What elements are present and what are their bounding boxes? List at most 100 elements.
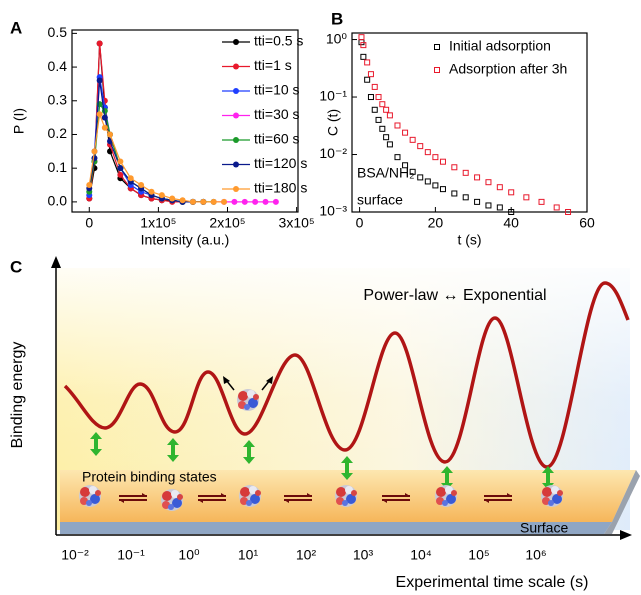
- y-arrow: [51, 256, 61, 268]
- x-tick-label: 1x10⁵: [140, 215, 176, 231]
- point: [101, 124, 108, 131]
- point: [179, 197, 186, 204]
- point: [117, 165, 124, 172]
- x-tick-label: 20: [428, 215, 444, 231]
- panel-label: C: [10, 257, 22, 276]
- surface-edge: [60, 522, 612, 534]
- legend-label: tti=180 s: [254, 180, 307, 196]
- annotation: BSA/NH₂: [357, 165, 415, 181]
- point: [451, 190, 458, 197]
- states-label: Protein binding states: [82, 469, 217, 485]
- point: [200, 198, 207, 205]
- y-tick-label: 0.3: [48, 91, 68, 107]
- point: [496, 204, 503, 211]
- time-tick-label: 10³: [353, 547, 374, 563]
- point: [508, 189, 515, 196]
- x-arrow: [620, 530, 632, 540]
- point: [86, 182, 93, 189]
- point: [117, 158, 124, 165]
- x-tick-label: 40: [503, 215, 519, 231]
- legend-label: tti=1 s: [254, 57, 292, 73]
- legend-label: tti=0.5 s: [254, 33, 303, 49]
- point: [432, 154, 439, 161]
- panel-label: B: [331, 9, 343, 28]
- point: [117, 171, 124, 178]
- protein: [161, 489, 183, 511]
- point: [424, 149, 431, 156]
- point: [252, 198, 259, 205]
- point: [96, 77, 103, 84]
- point: [169, 195, 176, 202]
- protein: [237, 389, 259, 411]
- time-tick-label: 10⁴: [410, 547, 432, 563]
- legend-label: tti=120 s: [254, 155, 307, 171]
- y-axis-label: C (t): [325, 109, 341, 136]
- y-axis-label: P (I): [11, 108, 27, 134]
- point: [394, 154, 401, 161]
- legend-label: tti=30 s: [254, 106, 300, 122]
- escape-arrow-head: [266, 376, 273, 384]
- time-tick-label: 10⁵: [468, 547, 489, 563]
- time-tick-label: 10⁻²: [61, 547, 89, 563]
- plot-frame: [71, 29, 299, 213]
- point: [402, 162, 409, 169]
- energy-landscape: [63, 281, 630, 469]
- point: [432, 182, 439, 189]
- point: [262, 198, 269, 205]
- point: [394, 122, 401, 129]
- point: [538, 198, 545, 205]
- point: [375, 94, 382, 101]
- point: [91, 155, 98, 162]
- y-tick-label: 10⁻³: [319, 203, 347, 219]
- point: [210, 198, 217, 205]
- x-tick-label: 60: [579, 215, 595, 231]
- point: [272, 198, 279, 205]
- time-tick-label: 10²: [296, 547, 317, 563]
- point: [91, 148, 98, 155]
- point: [138, 182, 145, 189]
- y-axis-label: Binding energy: [9, 342, 26, 449]
- point: [485, 179, 492, 186]
- point: [379, 125, 386, 132]
- point: [96, 111, 103, 118]
- y-tick-label: 0.5: [48, 24, 68, 40]
- y-tick-label: 0.4: [48, 58, 68, 74]
- legend-marker: [434, 44, 440, 50]
- protein: [239, 485, 261, 507]
- legend-marker: [233, 161, 239, 168]
- legend-marker: [233, 88, 239, 94]
- point: [101, 107, 108, 114]
- point: [367, 71, 374, 78]
- point: [417, 174, 424, 181]
- series-line: [88, 77, 204, 203]
- point: [386, 141, 393, 148]
- point: [158, 192, 165, 199]
- legend-marker: [233, 63, 239, 70]
- diagram-title: Power-law ↔ Exponential: [363, 287, 546, 304]
- legend-label: tti=10 s: [254, 82, 300, 98]
- point: [371, 106, 378, 113]
- point: [367, 94, 374, 101]
- point: [462, 194, 469, 201]
- point: [241, 198, 248, 205]
- legend-marker: [434, 67, 440, 73]
- annotation: surface: [357, 192, 403, 208]
- point: [439, 158, 446, 165]
- point: [424, 178, 431, 185]
- point: [364, 76, 371, 83]
- legend-marker: [233, 39, 239, 45]
- surface-side: [604, 470, 640, 534]
- surface-label: Surface: [520, 520, 568, 536]
- point: [402, 129, 409, 136]
- plot-frame: [351, 32, 588, 213]
- legend-label: Initial adsorption: [449, 38, 551, 54]
- point: [375, 116, 382, 123]
- point: [358, 34, 365, 41]
- escape-arrow-head: [223, 376, 230, 384]
- point: [383, 134, 390, 141]
- point: [101, 114, 108, 121]
- point: [496, 184, 503, 191]
- point: [439, 186, 446, 193]
- point: [96, 40, 103, 47]
- legend-label: Adsorption after 3h: [449, 61, 567, 77]
